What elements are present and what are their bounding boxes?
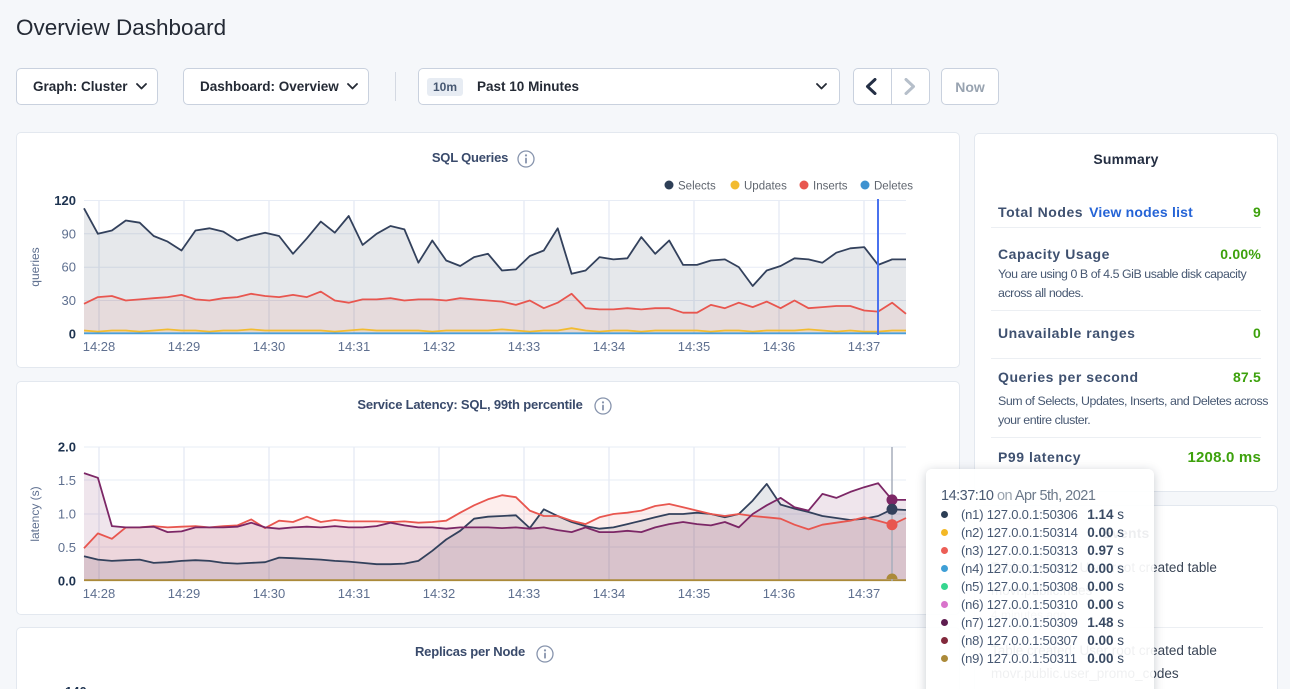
- svg-text:14:33: 14:33: [508, 339, 541, 354]
- svg-text:90: 90: [62, 226, 76, 241]
- svg-text:14:32: 14:32: [423, 339, 456, 354]
- svg-text:14:37: 14:37: [848, 586, 881, 601]
- svg-text:Selects: Selects: [678, 181, 716, 193]
- svg-text:14:30: 14:30: [253, 339, 286, 354]
- svg-text:14:35: 14:35: [678, 586, 711, 601]
- svg-text:14:34: 14:34: [593, 339, 626, 354]
- svg-text:queries: queries: [28, 247, 42, 286]
- svg-text:14:36: 14:36: [763, 339, 796, 354]
- svg-text:14:34: 14:34: [593, 586, 626, 601]
- svg-text:Inserts: Inserts: [813, 181, 848, 193]
- svg-text:0.0: 0.0: [58, 574, 76, 589]
- svg-text:2.0: 2.0: [58, 440, 76, 455]
- svg-text:14:36: 14:36: [763, 586, 796, 601]
- svg-text:Updates: Updates: [744, 181, 787, 193]
- svg-text:0: 0: [69, 326, 76, 341]
- svg-text:1.0: 1.0: [58, 507, 76, 522]
- svg-text:14:35: 14:35: [678, 339, 711, 354]
- svg-text:14:37: 14:37: [848, 339, 881, 354]
- svg-text:14:28: 14:28: [83, 586, 116, 601]
- svg-text:14:29: 14:29: [168, 586, 201, 601]
- svg-text:Deletes: Deletes: [874, 181, 913, 193]
- svg-text:0.5: 0.5: [58, 540, 76, 555]
- svg-text:14:29: 14:29: [168, 339, 201, 354]
- svg-text:14:33: 14:33: [508, 586, 541, 601]
- svg-text:30: 30: [62, 293, 76, 308]
- svg-text:14:28: 14:28: [83, 339, 116, 354]
- svg-text:60: 60: [62, 260, 76, 275]
- svg-text:14:30: 14:30: [253, 586, 286, 601]
- svg-text:14:31: 14:31: [338, 339, 371, 354]
- svg-text:14:32: 14:32: [423, 586, 456, 601]
- svg-text:latency (s): latency (s): [28, 486, 42, 541]
- svg-text:120: 120: [54, 193, 76, 208]
- svg-text:1.5: 1.5: [58, 473, 76, 488]
- svg-text:14:31: 14:31: [338, 586, 371, 601]
